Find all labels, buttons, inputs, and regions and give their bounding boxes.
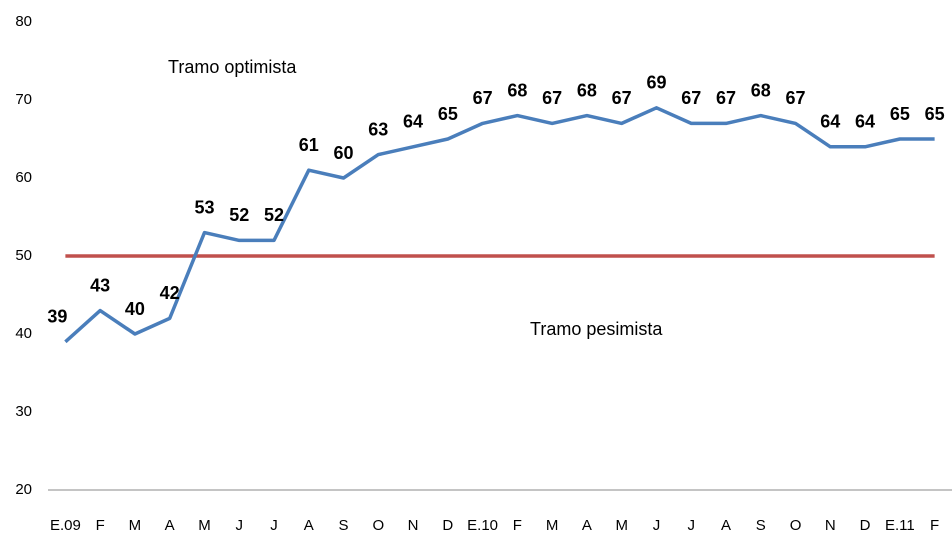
x-tick-label: O xyxy=(372,517,384,534)
y-tick-label: 60 xyxy=(15,169,32,186)
x-tick-label: J xyxy=(270,517,278,534)
x-tick-label: A xyxy=(721,517,731,534)
y-tick-label: 50 xyxy=(15,247,32,264)
data-label: 67 xyxy=(681,88,701,108)
x-tick-label: E.11 xyxy=(885,517,915,534)
x-tick-label: N xyxy=(825,517,836,534)
data-label: 68 xyxy=(577,80,597,100)
data-label: 64 xyxy=(820,112,840,132)
x-tick-label: M xyxy=(615,517,628,534)
x-tick-label: J xyxy=(235,517,243,534)
data-label: 65 xyxy=(438,104,458,124)
x-tick-label: S xyxy=(339,517,349,534)
data-label: 67 xyxy=(786,88,806,108)
data-label: 67 xyxy=(542,88,562,108)
data-label: 43 xyxy=(90,275,110,295)
data-label: 67 xyxy=(716,88,736,108)
x-tick-label: E.09 xyxy=(50,517,81,534)
data-line xyxy=(64,106,935,344)
x-tick-label: A xyxy=(304,517,314,534)
data-label: 65 xyxy=(925,104,945,124)
y-tick-label: 20 xyxy=(15,481,32,498)
x-tick-label: F xyxy=(96,517,105,534)
data-label: 52 xyxy=(264,205,284,225)
x-tick-label: F xyxy=(930,517,939,534)
data-label: 39 xyxy=(47,307,67,327)
x-tick-label: M xyxy=(129,517,142,534)
x-tick-label: E.10 xyxy=(467,517,498,534)
data-label: 40 xyxy=(125,299,145,319)
data-label: 60 xyxy=(334,143,354,163)
data-label: 65 xyxy=(890,104,910,124)
data-label: 42 xyxy=(160,283,180,303)
data-label: 68 xyxy=(507,80,527,100)
data-label: 61 xyxy=(299,135,319,155)
data-label: 63 xyxy=(368,119,388,139)
annotation: Tramo optimista xyxy=(168,57,297,77)
x-tick-label: M xyxy=(198,517,211,534)
x-tick-label: M xyxy=(546,517,559,534)
x-tick-label: J xyxy=(687,517,695,534)
x-tick-label: N xyxy=(408,517,419,534)
y-tick-label: 70 xyxy=(15,91,32,108)
y-tick-label: 30 xyxy=(15,403,32,420)
x-tick-label: F xyxy=(513,517,522,534)
data-label: 52 xyxy=(229,205,249,225)
x-tick-label: J xyxy=(653,517,661,534)
x-tick-label: D xyxy=(860,517,871,534)
x-tick-label: A xyxy=(165,517,175,534)
x-tick-label: D xyxy=(442,517,453,534)
x-tick-label: S xyxy=(756,517,766,534)
data-label: 53 xyxy=(194,197,214,217)
x-tick-label: A xyxy=(582,517,592,534)
y-tick-label: 40 xyxy=(15,325,32,342)
data-label: 68 xyxy=(751,80,771,100)
y-tick-label: 80 xyxy=(15,13,32,30)
data-label: 67 xyxy=(612,88,632,108)
data-label: 64 xyxy=(403,112,423,132)
data-label: 64 xyxy=(855,112,875,132)
annotation: Tramo pesimista xyxy=(530,319,663,339)
data-label: 67 xyxy=(473,88,493,108)
x-tick-label: O xyxy=(790,517,802,534)
data-label: 69 xyxy=(646,73,666,93)
